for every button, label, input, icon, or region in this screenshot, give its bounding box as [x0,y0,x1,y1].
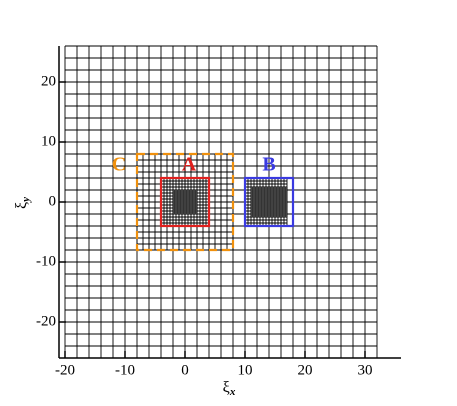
x-tick-label: 0 [181,362,189,378]
region-box [135,152,235,252]
y-tick-label: 20 [41,73,56,89]
x-tick-label: -20 [55,362,75,378]
region-box [159,176,211,228]
x-tick-label: -10 [115,362,135,378]
y-label-sub: y [20,197,32,204]
y-tick-label: 0 [49,193,57,209]
y-tick-label: -20 [36,313,56,329]
x-label-sub: x [229,386,236,398]
y-label: ξ [13,202,30,209]
x-tick-label: 30 [358,362,373,378]
region-box [243,176,295,228]
x-tick-label: 10 [238,362,253,378]
region-label: C [112,154,126,176]
region-label: A [182,154,197,176]
y-tick-label: -10 [36,253,56,269]
region-label: B [262,154,275,176]
y-tick-label: 10 [41,133,56,149]
x-label: ξ [223,379,230,396]
x-tick-label: 20 [298,362,313,378]
x-axis-label: ξx [223,379,236,398]
y-axis-label: ξy [13,197,32,209]
